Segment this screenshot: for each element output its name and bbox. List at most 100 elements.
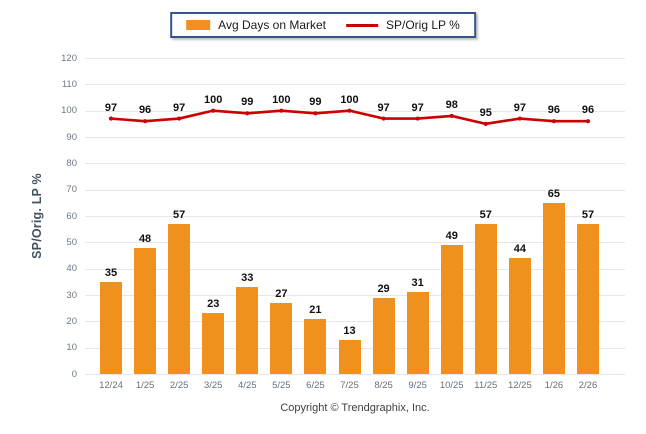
bar bbox=[406, 292, 429, 374]
bar-value-label: 57 bbox=[173, 208, 186, 221]
bar bbox=[270, 302, 293, 374]
x-axis-tick-label: 2/26 bbox=[578, 380, 598, 391]
line-point bbox=[142, 119, 148, 124]
line-point bbox=[585, 119, 591, 124]
y-axis-tick-label: 20 bbox=[66, 315, 77, 327]
line-point bbox=[313, 111, 318, 116]
x-axis-tick-label: 7/25 bbox=[340, 380, 359, 391]
bar bbox=[134, 247, 157, 374]
bar bbox=[168, 223, 191, 374]
y-axis-tick-label: 40 bbox=[66, 263, 77, 275]
x-axis-tick-label: 10/25 bbox=[439, 380, 464, 391]
bar-value-label: 35 bbox=[104, 266, 118, 279]
bar-value-label: 57 bbox=[479, 208, 492, 221]
y-axis-tick-label: 50 bbox=[66, 236, 77, 248]
y-axis-tick-label: 30 bbox=[66, 289, 77, 301]
bar-value-label: 44 bbox=[513, 243, 526, 256]
bar-value-label: 49 bbox=[445, 229, 458, 242]
bar-value-label: 27 bbox=[275, 287, 288, 300]
line-value-label: 100 bbox=[272, 93, 291, 106]
bar bbox=[577, 223, 599, 374]
grid-line bbox=[85, 189, 625, 191]
line-value-label: 97 bbox=[173, 101, 186, 114]
bar bbox=[100, 281, 122, 374]
bar-value-label: 57 bbox=[581, 208, 595, 221]
bar-legend-swatch-icon bbox=[186, 20, 211, 30]
x-axis-tick-label: 12/25 bbox=[507, 380, 532, 391]
line-value-label: 97 bbox=[104, 101, 118, 114]
bar-legend-label: Avg Days on Market bbox=[218, 18, 327, 32]
line-value-label: 98 bbox=[445, 98, 458, 111]
line-point bbox=[483, 121, 488, 126]
line-legend-label: SP/Orig LP % bbox=[386, 18, 460, 32]
bar bbox=[508, 258, 531, 374]
x-axis-tick-label: 8/25 bbox=[374, 380, 393, 391]
grid-line bbox=[85, 295, 625, 296]
line-point bbox=[415, 116, 420, 121]
line-point bbox=[517, 116, 522, 121]
x-axis-tick-label: 9/25 bbox=[408, 380, 427, 391]
y-axis-tick-label: 80 bbox=[66, 157, 77, 169]
bar-value-label: 23 bbox=[207, 298, 220, 311]
grid-line bbox=[85, 374, 625, 375]
y-axis-tick-label: 100 bbox=[61, 105, 77, 117]
grid-line bbox=[85, 268, 625, 270]
y-axis-tick-label: 110 bbox=[61, 78, 77, 90]
y-axis-tick-label: 70 bbox=[66, 184, 77, 196]
legend: Avg Days on Market SP/Orig LP % bbox=[170, 12, 476, 38]
y-axis-tick-label: 10 bbox=[66, 342, 77, 354]
x-axis-tick-label: 5/25 bbox=[272, 380, 291, 391]
grid-line bbox=[85, 84, 625, 86]
x-axis-tick-label: 12/24 bbox=[99, 380, 123, 391]
x-axis-tick-label: 2/25 bbox=[169, 380, 189, 391]
copyright-text: Copyright © Trendgraphix, Inc. bbox=[280, 402, 430, 414]
x-axis-tick-label: 1/25 bbox=[135, 380, 155, 391]
grid-line bbox=[85, 58, 625, 59]
bar bbox=[372, 297, 395, 374]
line-legend-swatch-icon bbox=[346, 23, 379, 27]
bar bbox=[338, 339, 361, 374]
grid-line bbox=[85, 163, 625, 165]
x-axis-tick-label: 3/25 bbox=[203, 380, 223, 391]
line-value-label: 96 bbox=[138, 104, 152, 117]
bar-value-label: 65 bbox=[547, 187, 561, 200]
line-point bbox=[108, 116, 114, 121]
line-value-label: 99 bbox=[309, 96, 322, 109]
bar-value-label: 29 bbox=[377, 282, 390, 295]
line-point bbox=[551, 119, 557, 124]
line-point bbox=[177, 116, 182, 121]
y-axis-tick-label: 0 bbox=[71, 368, 77, 380]
y-axis-tick-label: 90 bbox=[66, 131, 77, 143]
bar bbox=[474, 223, 497, 374]
x-axis-tick-label: 4/25 bbox=[238, 380, 257, 391]
line-value-label: 97 bbox=[513, 101, 526, 114]
line-value-label: 97 bbox=[411, 101, 424, 114]
y-axis-tick-label: 60 bbox=[66, 210, 77, 222]
line-value-label: 99 bbox=[241, 96, 254, 109]
x-axis-tick-label: 1/26 bbox=[544, 380, 564, 391]
bar bbox=[202, 313, 225, 374]
grid-line bbox=[85, 137, 625, 138]
bar-value-label: 33 bbox=[241, 272, 254, 285]
line-value-label: 96 bbox=[581, 104, 595, 117]
bar-value-label: 21 bbox=[309, 303, 322, 316]
bar bbox=[236, 287, 259, 374]
x-axis-tick-label: 11/25 bbox=[474, 380, 498, 391]
line-value-label: 97 bbox=[377, 101, 390, 114]
line-value-label: 100 bbox=[204, 93, 223, 106]
bar bbox=[440, 244, 463, 374]
line-point bbox=[449, 113, 454, 119]
grid-line bbox=[85, 216, 625, 217]
grid-line bbox=[85, 321, 625, 323]
line-value-label: 95 bbox=[479, 106, 492, 119]
y-axis-tick-label: 120 bbox=[61, 52, 77, 64]
grid-line bbox=[85, 242, 625, 244]
bar bbox=[304, 318, 327, 374]
bar-value-label: 31 bbox=[411, 277, 424, 290]
bar bbox=[542, 202, 565, 374]
bar-value-label: 13 bbox=[343, 324, 356, 337]
line-value-label: 100 bbox=[340, 93, 359, 106]
x-axis-tick-label: 6/25 bbox=[306, 380, 325, 391]
line-point bbox=[245, 111, 250, 116]
